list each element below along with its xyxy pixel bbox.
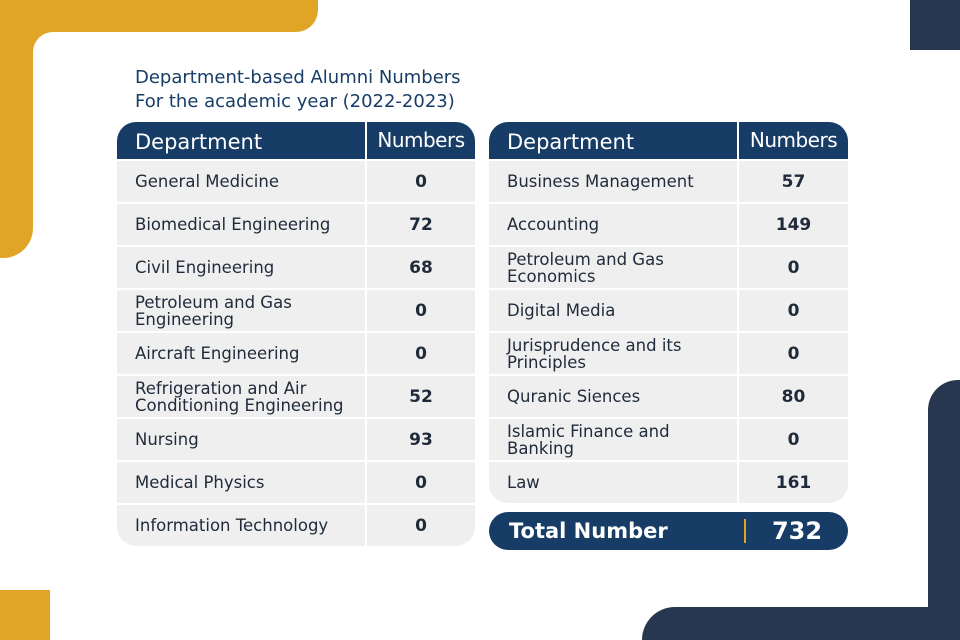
table-row: Business Management 57 [489, 159, 848, 202]
table-row: Civil Engineering 68 [117, 245, 475, 288]
department-cell: Quranic Siences [489, 376, 739, 417]
navy-bottom-bar [642, 607, 960, 640]
department-cell: Jurisprudence and its Principles [489, 333, 739, 374]
total-divider [744, 519, 746, 543]
table-row: Jurisprudence and its Principles 0 [489, 331, 848, 374]
table-row: Petroleum and Gas Economics 0 [489, 245, 848, 288]
department-cell: Refrigeration and Air Conditioning Engin… [117, 376, 367, 417]
header-numbers: Numbers [749, 128, 838, 152]
number-cell: 93 [367, 419, 475, 460]
department-cell: Law [489, 462, 739, 503]
department-cell: Petroleum and Gas Economics [489, 247, 739, 288]
number-cell: 0 [739, 333, 848, 374]
number-cell: 52 [367, 376, 475, 417]
table-row: Aircraft Engineering 0 [117, 331, 475, 374]
number-cell: 0 [367, 462, 475, 503]
total-label: Total Number [509, 519, 668, 543]
table-row: Islamic Finance and Banking 0 [489, 417, 848, 460]
department-cell: Petroleum and Gas Engineering [117, 290, 367, 331]
yellow-bottom-square [0, 590, 50, 640]
department-cell: Accounting [489, 204, 739, 245]
department-cell: Islamic Finance and Banking [489, 419, 739, 460]
table-header: Department Numbers [117, 122, 475, 159]
header-numbers: Numbers [377, 128, 465, 152]
header-department: Department [117, 122, 367, 159]
number-cell: 68 [367, 247, 475, 288]
department-cell: Civil Engineering [117, 247, 367, 288]
number-cell: 0 [739, 290, 848, 331]
total-value: 732 [771, 517, 823, 545]
table-header: Department Numbers [489, 122, 848, 159]
table-row: Medical Physics 0 [117, 460, 475, 503]
number-cell: 72 [367, 204, 475, 245]
table-row: Nursing 93 [117, 417, 475, 460]
yellow-left-bar [0, 0, 33, 258]
total-bar: Total Number 732 [489, 512, 848, 550]
title-line-1: Department-based Alumni Numbers [135, 67, 461, 88]
navy-right-bar [928, 380, 960, 640]
number-cell: 0 [739, 247, 848, 288]
number-cell: 0 [739, 419, 848, 460]
department-cell: Biomedical Engineering [117, 204, 367, 245]
number-cell: 149 [739, 204, 848, 245]
number-cell: 0 [367, 505, 475, 546]
number-cell: 0 [367, 290, 475, 331]
table-row: Information Technology 0 [117, 503, 475, 546]
header-department: Department [489, 122, 739, 159]
table-row: Law 161 [489, 460, 848, 503]
department-cell: General Medicine [117, 161, 367, 202]
number-cell: 80 [739, 376, 848, 417]
department-cell: Aircraft Engineering [117, 333, 367, 374]
table-row: Accounting 149 [489, 202, 848, 245]
yellow-top-bar [0, 0, 318, 32]
number-cell: 0 [367, 333, 475, 374]
department-cell: Digital Media [489, 290, 739, 331]
page-title: Department-based Alumni Numbers For the … [135, 66, 461, 114]
department-cell: Information Technology [117, 505, 367, 546]
table-row: Biomedical Engineering 72 [117, 202, 475, 245]
table-row: General Medicine 0 [117, 159, 475, 202]
department-cell: Nursing [117, 419, 367, 460]
left-table: Department Numbers General Medicine 0 Biom… [117, 122, 475, 546]
table-row: Quranic Siences 80 [489, 374, 848, 417]
number-cell: 57 [739, 161, 848, 202]
table-row: Digital Media 0 [489, 288, 848, 331]
title-line-2: For the academic year (2022-2023) [135, 91, 455, 112]
number-cell: 161 [739, 462, 848, 503]
white-inner-corner [33, 32, 73, 72]
right-table: Department Numbers Business Management 57… [489, 122, 848, 503]
table-row: Petroleum and Gas Engineering 0 [117, 288, 475, 331]
department-cell: Medical Physics [117, 462, 367, 503]
table-row: Refrigeration and Air Conditioning Engin… [117, 374, 475, 417]
number-cell: 0 [367, 161, 475, 202]
navy-top-square [910, 0, 960, 50]
department-cell: Business Management [489, 161, 739, 202]
